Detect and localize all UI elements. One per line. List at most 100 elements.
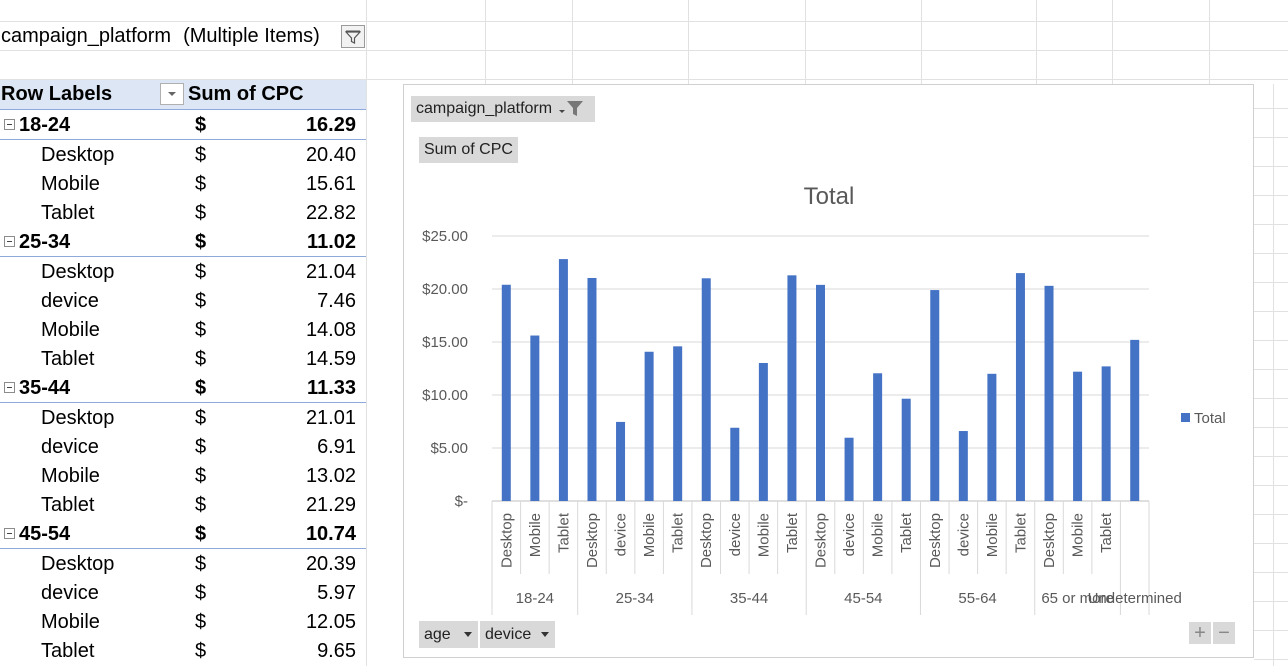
- chart-bar: [1073, 371, 1083, 501]
- sum-value: 14.59: [305, 348, 356, 370]
- plus-icon: +: [1194, 621, 1206, 644]
- x-category-label: Desktop: [698, 513, 715, 568]
- pivot-group-row: 25-34 $11.02: [0, 227, 366, 257]
- chart-bar: [1101, 366, 1111, 501]
- report-filter-row: campaign_platform (Multiple Items): [0, 22, 320, 51]
- row-label: Desktop: [41, 261, 115, 283]
- sum-value: 9.65: [317, 640, 356, 662]
- axis-field-device-label: device: [485, 625, 532, 643]
- pivot-item-row: Mobile $13.02: [0, 461, 366, 490]
- chart-bar: [1015, 273, 1025, 501]
- chart-bar: [1130, 339, 1140, 501]
- x-category-label: Tablet: [898, 512, 915, 553]
- currency-symbol: $: [195, 523, 207, 545]
- sum-value: 16.29: [305, 114, 356, 136]
- sum-value: 13.02: [305, 465, 356, 487]
- row-label: device: [41, 436, 99, 458]
- collapse-icon[interactable]: [4, 528, 15, 539]
- chart-bar: [530, 335, 540, 501]
- collapse-icon[interactable]: [4, 119, 15, 130]
- pivot-group-row: 35-44 $11.33: [0, 373, 366, 403]
- row-label: Mobile: [41, 465, 100, 487]
- pivot-item-row: device $6.91: [0, 432, 366, 461]
- currency-symbol: $: [195, 436, 207, 458]
- minus-icon: −: [1218, 621, 1230, 644]
- pivot-item-row: device $5.97: [0, 578, 366, 607]
- x-category-label: Tablet: [555, 512, 572, 553]
- sum-value: 12.05: [305, 611, 356, 633]
- y-tick-label: $20.00: [422, 281, 468, 298]
- row-label: Tablet: [41, 202, 95, 224]
- chart-bar: [901, 398, 911, 501]
- chevron-down-icon: [541, 631, 549, 637]
- expand-field-button[interactable]: +: [1189, 622, 1211, 644]
- x-category-label: Desktop: [1041, 513, 1058, 568]
- currency-symbol: $: [195, 494, 207, 516]
- currency-symbol: $: [195, 348, 207, 370]
- sum-value: 10.74: [305, 523, 356, 545]
- chart-bar: [844, 437, 854, 501]
- bar-chart: Total $- $5.00 $10.00 $15.00 $20.00 $25.00 Desk…: [422, 183, 1226, 615]
- filter-icon: [345, 30, 361, 44]
- row-label: 25-34: [19, 231, 71, 253]
- sum-value: 20.40: [305, 144, 356, 166]
- row-label: 35-44: [19, 377, 71, 399]
- chart-title: Total: [804, 183, 855, 210]
- chart-value-field-button[interactable]: Sum of CPC: [419, 137, 518, 163]
- chart-bar: [1044, 285, 1054, 501]
- pivot-item-row: Desktop $21.04: [0, 257, 366, 286]
- x-group-label: 25-34: [616, 590, 654, 607]
- currency-symbol: $: [195, 261, 207, 283]
- chart-bar: [873, 373, 883, 501]
- legend-swatch: [1181, 413, 1190, 422]
- sum-value: 15.61: [305, 173, 356, 195]
- x-group-label: 65 or more: [1041, 590, 1114, 607]
- collapse-field-button[interactable]: −: [1213, 622, 1235, 644]
- chart-bar: [958, 431, 968, 501]
- collapse-icon[interactable]: [4, 382, 15, 393]
- axis-field-device-button[interactable]: device: [480, 621, 555, 648]
- y-tick-label: $5.00: [430, 440, 468, 457]
- chart-bar: [587, 277, 597, 501]
- row-label: device: [41, 582, 99, 604]
- chart-bar: [644, 351, 654, 501]
- chart-bar: [930, 290, 940, 501]
- x-category-label: Tablet: [1012, 512, 1029, 553]
- x-category-label: Mobile: [1070, 513, 1087, 557]
- pivot-item-row: Desktop $21.01: [0, 403, 366, 432]
- pivot-item-row: Mobile $14.08: [0, 315, 366, 344]
- chart-value-field-label: Sum of CPC: [424, 141, 513, 158]
- chevron-down-icon: [168, 92, 176, 96]
- chart-bar: [501, 284, 511, 501]
- pivot-item-row: Desktop $20.40: [0, 140, 366, 169]
- collapse-icon[interactable]: [4, 236, 15, 247]
- chart-bar: [787, 275, 797, 501]
- axis-field-age-button[interactable]: age: [419, 621, 478, 648]
- filter-field-value: (Multiple Items): [183, 25, 320, 47]
- x-group-label: 18-24: [516, 590, 554, 607]
- x-category-label: Desktop: [927, 513, 944, 568]
- row-label: 45-54: [19, 523, 71, 545]
- chart-bar: [558, 259, 568, 501]
- currency-symbol: $: [195, 173, 207, 195]
- chart-bar: [701, 278, 711, 501]
- pivot-chart[interactable]: campaign_platform Sum of CPC Total $- $5.0…: [403, 84, 1254, 658]
- filter-dropdown-button[interactable]: [341, 25, 365, 48]
- row-label: device: [41, 290, 99, 312]
- currency-symbol: $: [195, 407, 207, 429]
- currency-symbol: $: [195, 640, 207, 662]
- row-labels-dropdown[interactable]: [160, 83, 184, 105]
- x-category-label: device: [955, 513, 972, 556]
- x-category-label: Mobile: [870, 513, 887, 557]
- pivot-group-row: 18-24 $16.29: [0, 110, 366, 140]
- sum-value: 14.08: [305, 319, 356, 341]
- currency-symbol: $: [195, 114, 207, 136]
- sum-value: 22.82: [305, 202, 356, 224]
- x-category-label: Tablet: [670, 512, 687, 553]
- row-label: Tablet: [41, 348, 95, 370]
- x-category-label: device: [727, 513, 744, 556]
- row-label: Desktop: [41, 144, 115, 166]
- chart-filter-field-button[interactable]: campaign_platform: [411, 96, 595, 122]
- pivot-item-row: device $7.46: [0, 286, 366, 315]
- chart-bar: [816, 284, 825, 501]
